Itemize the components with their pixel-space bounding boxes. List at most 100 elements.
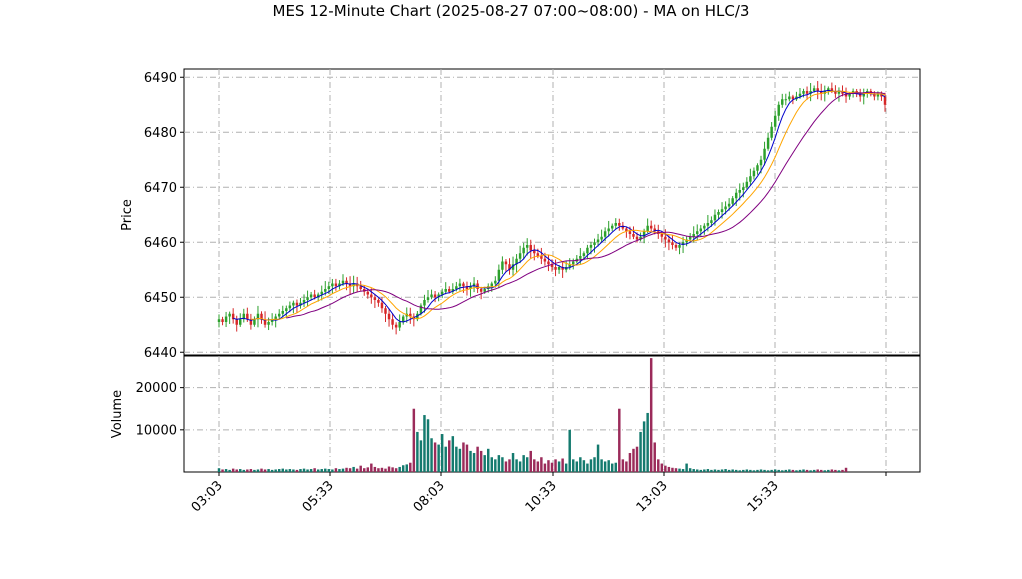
volume-bar: [660, 463, 664, 472]
candle-body: [720, 209, 724, 212]
candle-body: [777, 104, 780, 116]
candle-body: [437, 294, 440, 298]
volume-bar: [600, 459, 603, 472]
volume-bar: [437, 444, 440, 472]
volume-bar: [366, 467, 370, 472]
volume-bar: [805, 469, 809, 472]
candle-body: [632, 234, 635, 237]
volume-bar: [363, 468, 366, 472]
volume-bar: [589, 459, 593, 472]
candle-body: [274, 316, 277, 320]
candle-body: [610, 225, 614, 229]
volume-bar: [224, 469, 228, 472]
candle-body: [320, 291, 323, 295]
candle-body: [649, 225, 653, 229]
volume-bar: [809, 470, 812, 472]
volume-bar: [320, 469, 323, 472]
volume-bar: [260, 468, 263, 472]
candle-body: [635, 236, 639, 240]
volume-bar: [593, 457, 596, 472]
volume-bar: [610, 463, 614, 472]
volume-bar: [550, 462, 554, 472]
candle-body: [671, 242, 674, 245]
candle-body: [373, 297, 377, 300]
volume-bar: [625, 461, 628, 472]
volume-bar: [295, 469, 299, 472]
volume-bar: [731, 469, 734, 472]
candle-body: [295, 302, 299, 306]
volume-bar: [504, 461, 508, 472]
candle-body: [681, 242, 685, 245]
candle-body: [858, 93, 862, 97]
candle-body: [277, 313, 281, 317]
volume-panel-frame: [183, 355, 921, 473]
candle-body: [338, 283, 341, 287]
candle-body: [781, 99, 784, 105]
volume-bar: [844, 467, 848, 472]
ma-slow-line: [286, 91, 886, 319]
candle-body: [479, 289, 483, 292]
candle-body: [880, 93, 883, 97]
candle-body: [518, 253, 522, 259]
volume-bar: [455, 446, 458, 472]
volume-bar: [816, 469, 819, 472]
volume-bar: [483, 455, 486, 472]
volume-tick-label: 20000: [136, 381, 177, 396]
volume-bar: [430, 438, 433, 472]
candle-body: [511, 264, 515, 270]
candle-body: [554, 267, 557, 270]
volume-bar: [292, 469, 295, 472]
volume-bar: [256, 469, 260, 472]
candle-body: [228, 313, 231, 317]
candle-body: [533, 250, 536, 254]
candle-body: [231, 313, 235, 320]
candle-body: [717, 212, 720, 215]
volume-bar: [582, 460, 586, 472]
candle-body: [416, 313, 419, 320]
volume-bar: [618, 408, 621, 472]
candle-body: [798, 93, 802, 97]
candle-body: [731, 198, 734, 204]
volume-bar: [827, 469, 830, 472]
volume-bar: [699, 469, 703, 472]
volume-bar: [830, 469, 834, 472]
volume-bar: [536, 461, 540, 472]
volume-bar: [341, 468, 345, 472]
volume-bar: [338, 469, 341, 472]
volume-bar: [508, 459, 511, 472]
volume-bar: [518, 461, 522, 472]
volume-bar: [239, 469, 242, 472]
volume-bar: [302, 468, 306, 472]
volume-bar: [529, 450, 532, 472]
candle-body: [253, 319, 256, 325]
volume-bar: [777, 469, 780, 472]
candle-body: [561, 267, 564, 270]
volume-bar: [770, 469, 773, 472]
candle-body: [788, 96, 791, 100]
candle-body: [324, 289, 327, 292]
volume-bar: [497, 455, 501, 472]
volume-bar: [253, 469, 256, 472]
candle-body: [536, 253, 540, 256]
volume-bar: [564, 463, 568, 472]
volume-bar: [345, 467, 348, 472]
volume-bar: [773, 469, 777, 472]
candle-body: [674, 245, 678, 248]
volume-bar: [727, 469, 731, 472]
candle-body: [625, 228, 628, 232]
volume-bar: [766, 470, 770, 472]
candle-body: [224, 316, 228, 322]
candle-body: [540, 256, 543, 259]
volume-bar: [653, 442, 656, 472]
volume-bar: [479, 450, 483, 472]
candle-body: [596, 239, 600, 243]
candle-body: [820, 91, 823, 94]
candle-body: [391, 319, 394, 325]
volume-bar: [352, 466, 355, 472]
x-tick-label: 13:03: [634, 478, 671, 515]
candle-body: [582, 253, 586, 256]
price-tick-label: 6440: [144, 346, 177, 361]
candle-body: [309, 294, 313, 298]
candle-body: [394, 324, 398, 328]
volume-bar: [494, 459, 497, 472]
